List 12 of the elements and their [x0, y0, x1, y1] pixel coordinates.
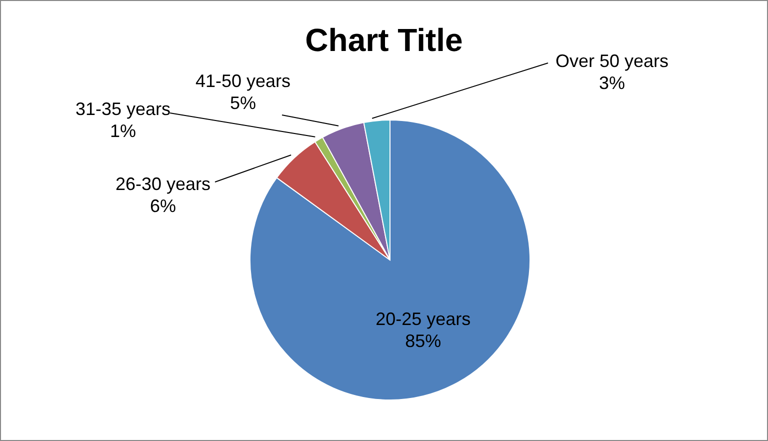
data-label: 85%: [405, 330, 442, 351]
slice-label: 26-30 years: [115, 174, 211, 194]
data-label: 5%: [230, 93, 256, 113]
data-label: 1%: [110, 121, 136, 141]
data-label: 6%: [150, 196, 176, 216]
slice-label: Over 50 years: [555, 51, 669, 71]
data-label: 3%: [598, 73, 626, 93]
slice-label: 31-35 years: [75, 99, 171, 119]
slice-label: 20-25 years: [376, 308, 471, 329]
slice-label: 41-50 years: [195, 71, 291, 91]
chart-title: Chart Title: [305, 22, 463, 58]
pie-slice: [250, 120, 530, 400]
